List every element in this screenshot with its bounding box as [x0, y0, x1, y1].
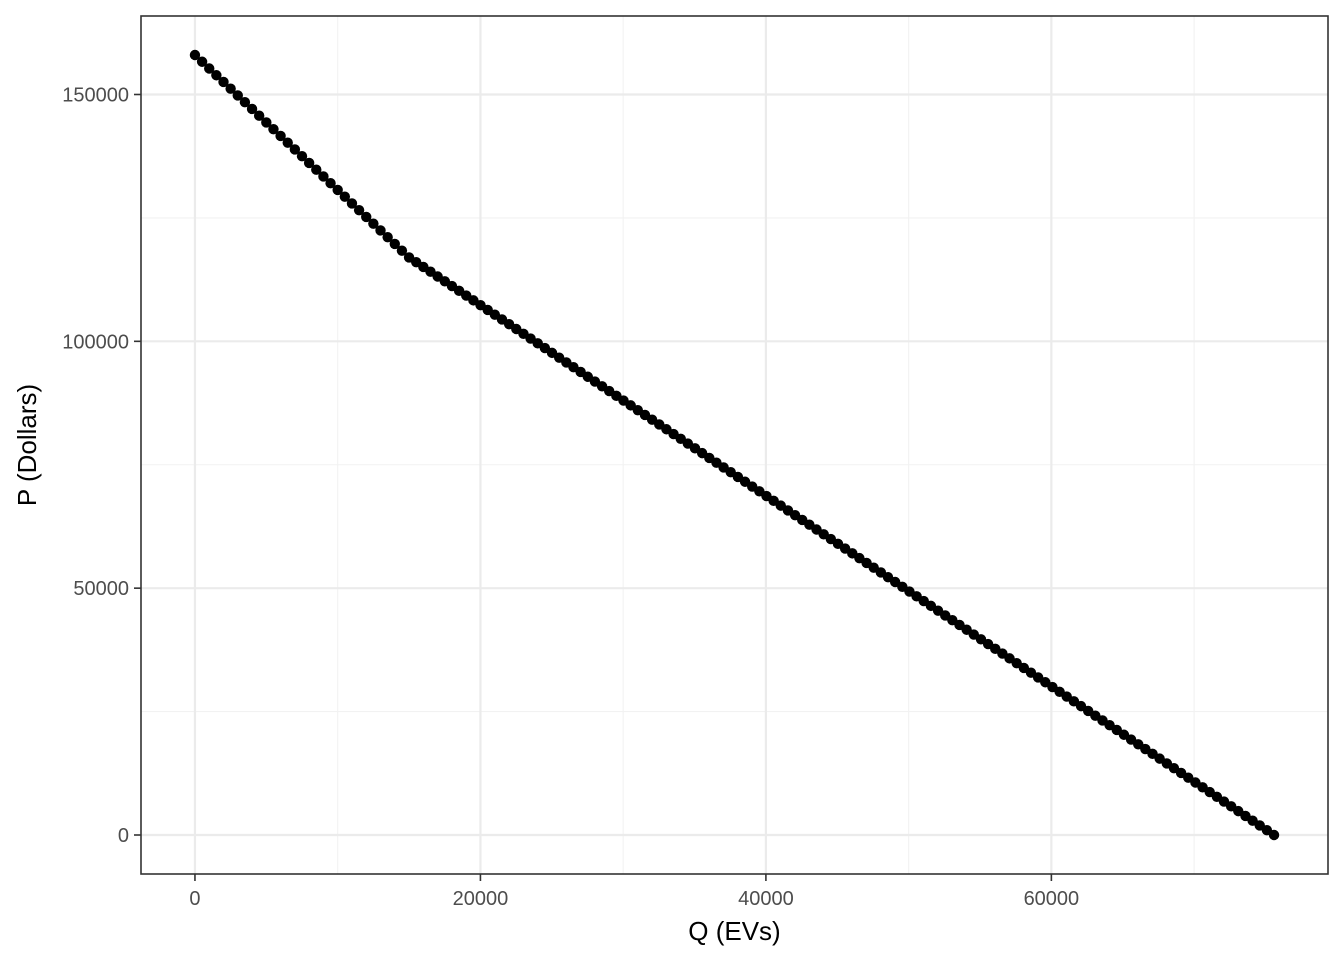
- data-point: [275, 130, 286, 142]
- x-axis-ticks: 0 20000 40000 60000: [189, 874, 1079, 910]
- data-point: [282, 137, 293, 148]
- data-point: [289, 144, 301, 155]
- data-point: [339, 191, 351, 202]
- data-point: [253, 110, 265, 121]
- data-point: [246, 103, 258, 115]
- data-point: [225, 83, 236, 94]
- data-point: [396, 245, 408, 256]
- data-point: [268, 124, 279, 135]
- data-points: [189, 49, 1280, 841]
- y-axis-title: P (Dollars): [12, 384, 42, 506]
- y-tick-label: 100000: [62, 331, 129, 353]
- data-point: [375, 225, 386, 236]
- panel-border: [140, 15, 1329, 875]
- x-tick-label: 40000: [738, 888, 794, 910]
- y-tick-label: 0: [118, 825, 129, 847]
- y-axis-ticks: 0 50000 100000 150000: [62, 84, 141, 847]
- data-point: [189, 49, 201, 61]
- data-point: [311, 164, 322, 175]
- y-tick-label: 150000: [62, 84, 129, 106]
- y-tick-label: 50000: [73, 578, 129, 600]
- data-point: [318, 171, 329, 182]
- data-point: [346, 198, 358, 209]
- data-point: [211, 70, 222, 81]
- data-point: [389, 238, 400, 250]
- data-point: [353, 204, 365, 216]
- x-tick-label: 0: [189, 888, 200, 910]
- data-point: [332, 184, 343, 196]
- data-point: [204, 63, 215, 74]
- data-point: [325, 177, 336, 189]
- data-point: [368, 218, 379, 229]
- data-point: [361, 211, 372, 223]
- data-point: [239, 97, 251, 108]
- data-point: [218, 76, 229, 88]
- data-point: [232, 90, 243, 101]
- data-point: [196, 56, 208, 67]
- data-point: [382, 231, 393, 243]
- major-gridlines: [141, 16, 1328, 874]
- minor-gridlines: [141, 16, 1328, 874]
- x-tick-label: 20000: [453, 888, 509, 910]
- x-axis-title: Q (EVs): [688, 916, 780, 946]
- x-tick-label: 60000: [1024, 888, 1080, 910]
- data-point: [303, 157, 315, 169]
- data-point: [296, 151, 308, 162]
- data-point: [261, 117, 272, 128]
- data-point: [1268, 829, 1280, 841]
